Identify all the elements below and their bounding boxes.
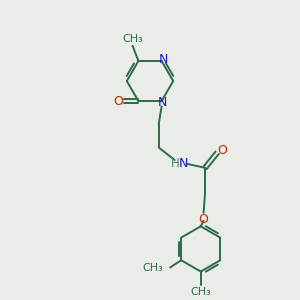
- Text: O: O: [199, 213, 208, 226]
- Text: CH₃: CH₃: [190, 287, 211, 297]
- Text: N: N: [179, 157, 189, 169]
- Text: N: N: [158, 53, 168, 66]
- Text: O: O: [218, 144, 227, 157]
- Text: N: N: [158, 96, 167, 109]
- Text: O: O: [113, 94, 123, 108]
- Text: CH₃: CH₃: [142, 263, 163, 273]
- Text: H: H: [171, 157, 180, 169]
- Text: CH₃: CH₃: [122, 34, 143, 44]
